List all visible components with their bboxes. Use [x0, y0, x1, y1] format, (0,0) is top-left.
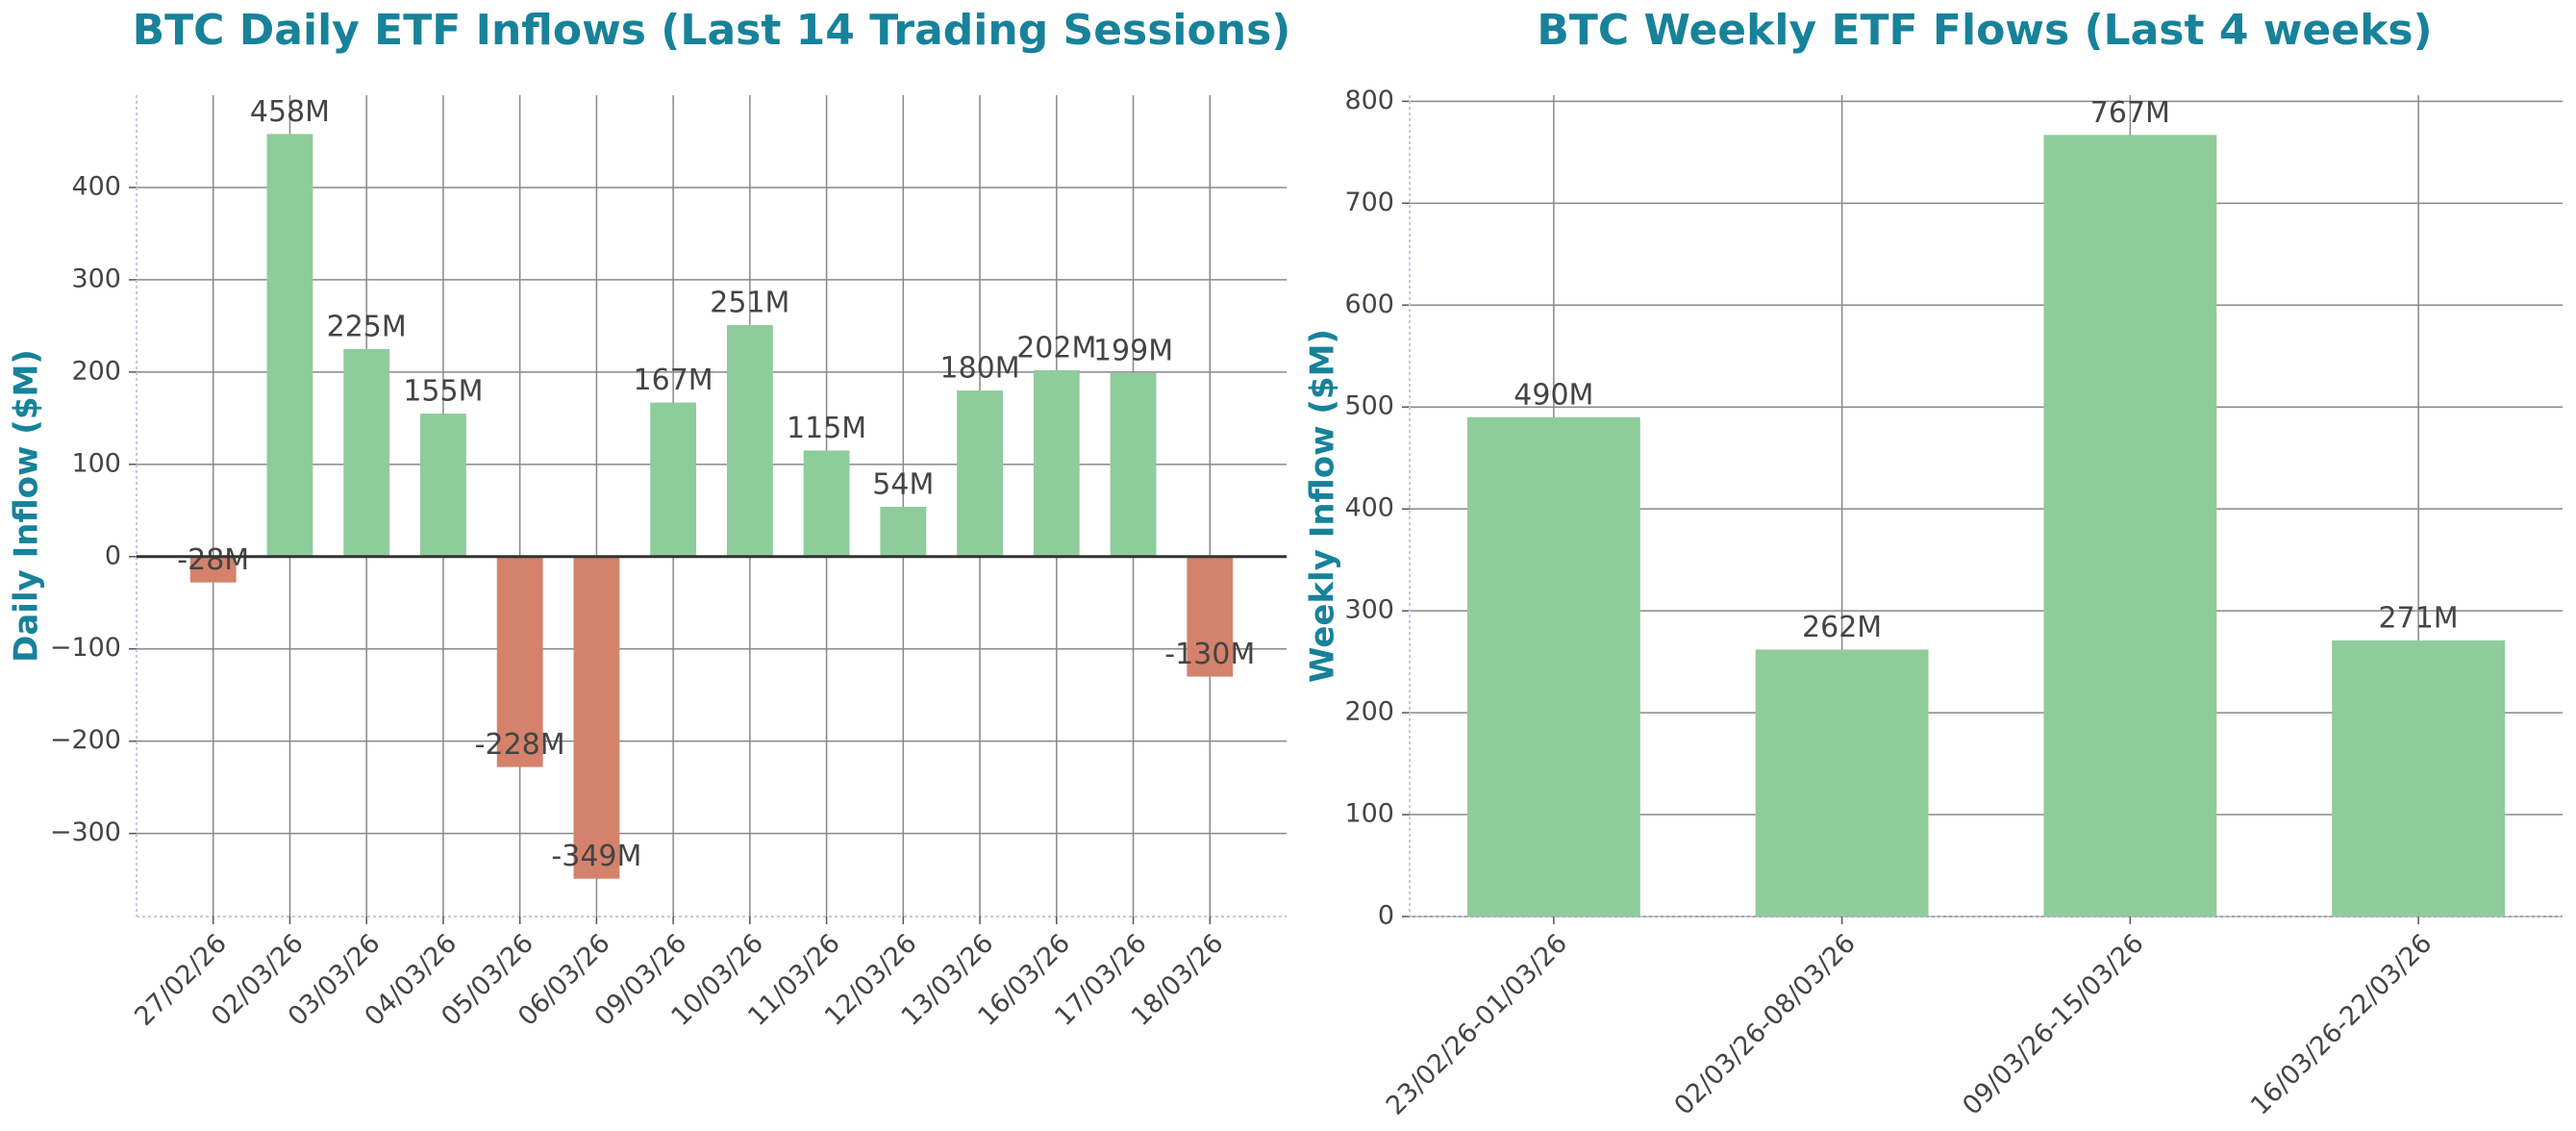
value-label: 54M: [872, 467, 934, 501]
bar: [496, 556, 543, 767]
bar: [650, 402, 697, 557]
chart-title: BTC Weekly ETF Flows (Last 4 weeks): [1537, 6, 2432, 55]
bar: [1187, 556, 1234, 677]
value-label: -349M: [551, 840, 641, 873]
y-tick-label: −300: [50, 817, 121, 847]
y-tick-label: 400: [1344, 493, 1394, 523]
x-tick-label: 23/02/26-01/03/26: [1381, 928, 1573, 1120]
bar: [2043, 135, 2217, 917]
y-tick-label: 800: [1344, 86, 1394, 115]
y-tick-label: 400: [71, 171, 121, 201]
x-tick-label: 09/03/26-15/03/26: [1957, 928, 2149, 1120]
value-label: 225M: [327, 310, 407, 343]
y-tick-label: 0: [1378, 901, 1394, 931]
value-label: 167M: [634, 364, 713, 397]
y-tick-label: 0: [105, 540, 121, 570]
y-tick-label: 700: [1344, 188, 1394, 217]
value-label: 199M: [1093, 334, 1173, 367]
y-tick-label: 300: [71, 264, 121, 293]
y-tick-label: 100: [71, 448, 121, 478]
value-label: 180M: [939, 352, 1019, 386]
value-label: -228M: [475, 728, 565, 762]
y-tick-label: 600: [1344, 289, 1394, 319]
bar: [266, 134, 313, 557]
bar: [803, 450, 850, 557]
bar: [573, 556, 620, 879]
y-tick-label: −100: [50, 633, 121, 663]
y-tick-label: 100: [1344, 799, 1394, 829]
value-label: 115M: [787, 412, 866, 445]
value-label: 202M: [1016, 331, 1096, 364]
value-label: 251M: [710, 286, 789, 319]
y-tick-label: 200: [1344, 697, 1394, 727]
bar: [420, 414, 466, 557]
bar: [1033, 369, 1080, 557]
bar: [1110, 372, 1157, 557]
y-tick-label: 300: [1344, 595, 1394, 625]
value-label: 262M: [1802, 611, 1882, 644]
value-label: 271M: [2379, 601, 2459, 635]
value-label: 458M: [250, 95, 330, 129]
bar: [957, 390, 1003, 557]
chart-title: BTC Daily ETF Inflows (Last 14 Trading S…: [133, 6, 1291, 55]
y-axis-label: Weekly Inflow ($M): [1304, 329, 1342, 683]
bar: [1755, 649, 1929, 917]
bar: [880, 506, 927, 557]
y-axis-label: Daily Inflow ($M): [8, 349, 46, 663]
x-tick-label: 16/03/26-22/03/26: [2245, 928, 2438, 1120]
bar: [2332, 640, 2506, 917]
bar: [189, 556, 237, 583]
y-tick-label: 200: [71, 356, 121, 386]
y-tick-label: −200: [50, 725, 121, 755]
value-label: 767M: [2090, 96, 2170, 130]
bar: [726, 324, 773, 557]
value-label: -130M: [1164, 638, 1255, 671]
y-tick-label: 500: [1344, 391, 1394, 421]
bar: [343, 348, 390, 557]
value-label: 490M: [1513, 378, 1593, 412]
value-label: 155M: [403, 375, 483, 409]
x-tick-label: 02/03/26-08/03/26: [1669, 928, 1862, 1120]
bar: [1466, 416, 1640, 917]
value-label: -28M: [177, 543, 249, 577]
